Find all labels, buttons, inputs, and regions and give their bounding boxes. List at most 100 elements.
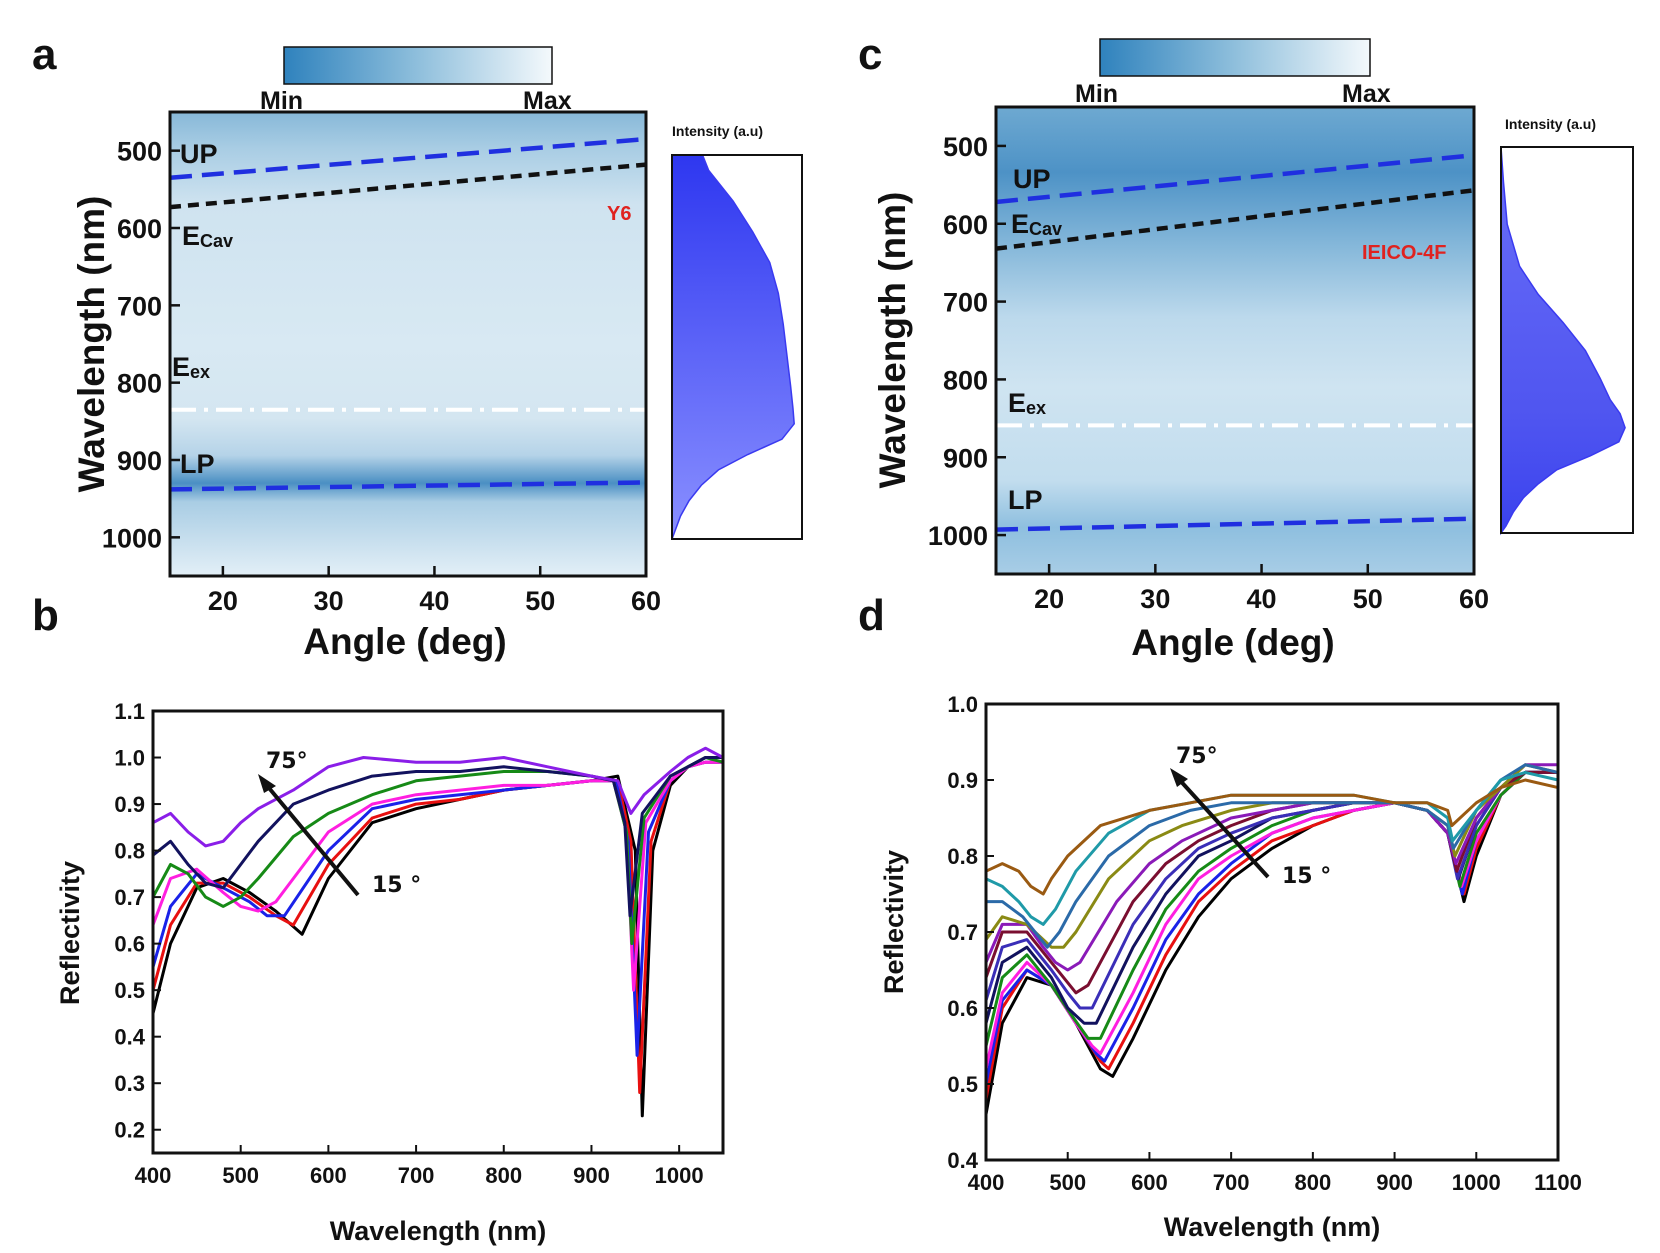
- x-axis-label-d: Wavelength (nm): [1164, 1212, 1381, 1242]
- pl-profile-a: [671, 154, 795, 540]
- y-tick-label-a: 900: [117, 446, 162, 476]
- series-group-b: [151, 746, 724, 1118]
- panel-a: Min Max 20 30 40 50 60 500 600 700 800 900 1000 UP…: [71, 46, 803, 662]
- panel-d: 400 500 600 700 800 900 1000 1100 0.4 0.5 0.6 0.7 0.…: [879, 692, 1582, 1242]
- y-tick-label-a: 500: [117, 137, 162, 167]
- axis-ticks-d: 400 500 600 700 800 900 1000 1100 0.4 0.5 0.6 0.7 0.…: [947, 692, 1581, 1195]
- y-tick-label-d: 0.6: [947, 996, 978, 1021]
- x-tick-label-c: 30: [1140, 584, 1170, 614]
- axis-ticks-b: 400 500 600 700 800 900 1000 0.2 0.3 0.4 0.5 0.6 0.7…: [114, 699, 703, 1188]
- colorbar-c-min-label: Min: [1075, 80, 1118, 108]
- y-tick-label-d: 0.8: [947, 844, 978, 869]
- series-line-d-8: [984, 763, 1558, 972]
- y-axis-label-b: Reflectivity: [55, 861, 85, 1005]
- y-tick-label-b: 1.1: [114, 699, 145, 724]
- y-tick-label-b: 0.4: [114, 1025, 145, 1050]
- x-tick-label-d: 600: [1131, 1170, 1168, 1195]
- eex-sub-c: ex: [1026, 398, 1046, 418]
- ecav-sub-a: Cav: [200, 231, 233, 251]
- x-tick-label-a: 40: [419, 586, 449, 616]
- ecav-main-c: E: [1011, 209, 1029, 239]
- band-label-ecav-a: ECav: [182, 221, 233, 251]
- x-tick-label-b: 400: [135, 1163, 172, 1188]
- trend-arrowhead-d: [1170, 768, 1188, 787]
- eex-main-a: E: [172, 352, 190, 382]
- heatmap-c: [996, 107, 1474, 574]
- band-line-a-3: [169, 480, 647, 492]
- series-line-b-1: [151, 760, 723, 1094]
- colorbar-c: [1099, 38, 1371, 77]
- y-tick-label-d: 0.9: [947, 768, 978, 793]
- series-line-d-9: [984, 763, 1559, 949]
- series-line-d-7: [984, 770, 1558, 995]
- band-lines-a: [169, 136, 647, 492]
- trend-arrowhead-b: [258, 774, 276, 793]
- series-line-d-12: [985, 778, 1559, 896]
- y-tick-label-a: 600: [117, 214, 162, 244]
- y-tick-label-a: 700: [117, 291, 162, 321]
- band-label-eex-c: Eex: [1008, 388, 1046, 418]
- trend-arrow-d: [1174, 774, 1270, 879]
- x-tick-label-b: 900: [573, 1163, 610, 1188]
- x-tick-label-d: 1000: [1452, 1170, 1501, 1195]
- band-label-lp-a: LP: [180, 449, 215, 479]
- band-line-c-3: [995, 516, 1475, 532]
- band-label-ecav-c: ECav: [1011, 209, 1062, 239]
- material-label-c: IEICO-4F: [1362, 242, 1446, 264]
- x-tick-label-c: 20: [1034, 584, 1064, 614]
- axis-ticks-c: 20 30 40 50 60 500 600 700 800 900 1000: [928, 132, 1489, 614]
- colorbar-c-max-label: Max: [1342, 80, 1391, 108]
- x-axis-label-b: Wavelength (nm): [330, 1216, 547, 1246]
- series-line-b-4: [151, 756, 724, 946]
- x-tick-label-d: 500: [1049, 1170, 1086, 1195]
- y-tick-label-c: 800: [943, 365, 988, 395]
- annotation-75-d: 75°: [1176, 744, 1218, 769]
- band-line-c-1: [995, 188, 1475, 251]
- y-tick-label-b: 0.8: [114, 839, 145, 864]
- y-tick-label-c: 900: [943, 443, 988, 473]
- axis-ticks-a: 20 30 40 50 60 500 600 700 800 900 1000: [102, 137, 661, 616]
- material-label-a: Y6: [607, 203, 631, 225]
- y-tick-label-b: 0.7: [114, 885, 145, 910]
- plot-frame-b: [151, 709, 725, 1155]
- x-tick-label-a: 30: [314, 586, 344, 616]
- y-tick-label-d: 1.0: [947, 692, 978, 717]
- series-line-b-6: [152, 746, 724, 848]
- y-tick-label-b: 0.2: [114, 1118, 145, 1143]
- x-tick-label-a: 60: [631, 586, 661, 616]
- colorbar-a-min-label: Min: [260, 87, 303, 115]
- x-tick-label-b: 600: [310, 1163, 347, 1188]
- y-axis-label-a: Wavelength (nm): [71, 196, 112, 493]
- y-tick-label-d: 0.5: [947, 1072, 978, 1097]
- x-axis-label-c: Angle (deg): [1131, 622, 1334, 663]
- band-line-c-0: [995, 153, 1475, 205]
- annotation-15-b: 15 °: [372, 873, 421, 898]
- series-line-d-6: [984, 770, 1558, 1010]
- series-line-d-4: [984, 770, 1558, 1047]
- y-tick-label-b: 0.5: [114, 978, 145, 1003]
- y-tick-label-b: 1.0: [114, 746, 145, 771]
- pl-profile-c: [1500, 146, 1626, 536]
- y-tick-label-c: 700: [943, 288, 988, 318]
- panel-label-a: a: [32, 30, 57, 79]
- band-label-lp-c: LP: [1008, 485, 1043, 515]
- x-tick-label-b: 800: [485, 1163, 522, 1188]
- y-tick-label-b: 0.9: [114, 792, 145, 817]
- plot-frame-d: [984, 702, 1560, 1162]
- x-tick-label-d: 400: [968, 1170, 1005, 1195]
- pl-frame-a: [671, 154, 803, 540]
- series-group-d: [984, 763, 1559, 1115]
- band-label-up-c: UP: [1013, 164, 1051, 194]
- band-lines-c: [995, 153, 1475, 532]
- panel-b: 400 500 600 700 800 900 1000 0.2 0.3 0.4 0.5 0.6 0.7…: [55, 699, 725, 1246]
- heatmap-a-frame: [168, 110, 648, 578]
- y-tick-label-b: 0.6: [114, 932, 145, 957]
- band-label-eex-a: Eex: [172, 352, 210, 382]
- y-tick-label-c: 500: [943, 132, 988, 162]
- y-axis-label-d: Reflectivity: [879, 850, 909, 994]
- y-axis-label-c: Wavelength (nm): [872, 192, 913, 489]
- eex-sub-a: ex: [190, 362, 210, 382]
- series-line-d-10: [986, 763, 1559, 949]
- y-tick-label-a: 800: [117, 369, 162, 399]
